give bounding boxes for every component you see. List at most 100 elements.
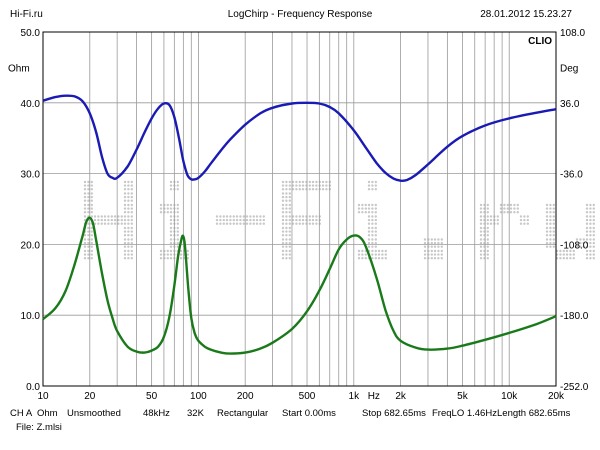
watermark-dot bbox=[552, 203, 555, 207]
watermark-dot bbox=[589, 211, 592, 214]
watermark-dot bbox=[285, 230, 288, 233]
y-left-tick-label: 30.0 bbox=[21, 170, 41, 181]
watermark-dot bbox=[367, 226, 371, 230]
watermark-dot bbox=[308, 222, 311, 225]
watermark-dot bbox=[364, 207, 367, 210]
watermark-dot bbox=[585, 245, 589, 248]
watermark-dot bbox=[235, 222, 239, 225]
watermark-dot bbox=[509, 211, 513, 214]
watermark-dot bbox=[523, 222, 526, 225]
watermark-dot bbox=[281, 249, 285, 253]
watermark-dot bbox=[127, 211, 130, 214]
watermark-dot bbox=[565, 253, 569, 256]
watermark-dot bbox=[90, 192, 94, 195]
x-unit-label: Hz bbox=[368, 391, 380, 402]
watermark-dot bbox=[123, 211, 127, 214]
watermark-dot bbox=[100, 222, 104, 225]
watermark-dot bbox=[592, 238, 595, 241]
watermark-dot bbox=[123, 199, 127, 202]
watermark-dot bbox=[93, 215, 97, 218]
watermark-dot bbox=[87, 241, 90, 245]
watermark-dot bbox=[176, 188, 179, 191]
watermark-dot bbox=[123, 238, 127, 241]
watermark-dot bbox=[288, 253, 291, 256]
watermark-dot bbox=[430, 257, 433, 260]
watermark-dot bbox=[371, 215, 374, 218]
watermark-dot bbox=[169, 238, 173, 241]
watermark-dot bbox=[281, 245, 285, 248]
watermark-dot bbox=[285, 249, 288, 253]
watermark-dot bbox=[100, 218, 104, 222]
y-left-tick-label: 0.0 bbox=[26, 382, 40, 393]
watermark-dot bbox=[90, 245, 94, 248]
watermark-dot bbox=[545, 245, 549, 248]
watermark-dot bbox=[592, 218, 595, 222]
watermark-dot bbox=[239, 218, 242, 222]
watermark-dot bbox=[315, 180, 318, 184]
watermark-dot bbox=[371, 234, 374, 237]
watermark-dot bbox=[123, 180, 127, 184]
watermark-dot bbox=[552, 215, 555, 218]
watermark-dot bbox=[377, 257, 381, 260]
watermark-dot bbox=[582, 238, 585, 241]
y-left-tick-label: 50.0 bbox=[21, 28, 41, 39]
watermark-dot bbox=[285, 184, 288, 187]
watermark-dot bbox=[219, 215, 222, 218]
watermark-dot bbox=[93, 218, 97, 222]
watermark-dot bbox=[87, 211, 90, 214]
watermark-dot bbox=[572, 257, 575, 260]
watermark-dot bbox=[159, 253, 163, 256]
watermark-dot bbox=[572, 249, 575, 253]
watermark-dot bbox=[486, 207, 489, 210]
watermark-dot bbox=[255, 218, 259, 222]
watermark-dot bbox=[433, 257, 437, 260]
watermark-dot bbox=[486, 226, 489, 230]
watermark-dot bbox=[374, 218, 377, 222]
watermark-dot bbox=[285, 241, 288, 245]
watermark-dot bbox=[301, 218, 305, 222]
watermark-dot bbox=[361, 203, 364, 207]
watermark-dot bbox=[166, 207, 169, 210]
watermark-dot bbox=[552, 245, 555, 248]
watermark-dot bbox=[123, 234, 127, 237]
watermark-dot bbox=[545, 226, 549, 230]
watermark-dot bbox=[87, 203, 90, 207]
watermark-dot bbox=[295, 222, 298, 225]
watermark-dot bbox=[288, 211, 291, 214]
watermark-dot bbox=[176, 226, 179, 230]
watermark-dot bbox=[357, 211, 361, 214]
watermark-dot bbox=[479, 215, 483, 218]
watermark-dot bbox=[83, 203, 87, 207]
watermark-dot bbox=[159, 257, 163, 260]
watermark-dot bbox=[245, 222, 249, 225]
watermark-dot bbox=[437, 249, 440, 253]
watermark-dot bbox=[367, 203, 371, 207]
watermark-dot bbox=[262, 218, 265, 222]
watermark-dot bbox=[325, 188, 328, 191]
watermark-dot bbox=[374, 245, 377, 248]
watermark-dot bbox=[374, 234, 377, 237]
watermark-dot bbox=[159, 211, 163, 214]
watermark-dot bbox=[298, 218, 301, 222]
watermark-dot bbox=[186, 253, 189, 256]
watermark-dot bbox=[430, 253, 433, 256]
watermark-dot bbox=[291, 218, 295, 222]
y-right-unit-label: Deg bbox=[560, 63, 578, 74]
watermark-dot bbox=[572, 253, 575, 256]
watermark-dot bbox=[486, 203, 489, 207]
watermark-dot bbox=[127, 203, 130, 207]
watermark-dot bbox=[130, 184, 133, 187]
watermark-dot bbox=[364, 253, 367, 256]
watermark-dot bbox=[130, 222, 133, 225]
watermark-dot bbox=[288, 199, 291, 202]
watermark-dot bbox=[113, 218, 117, 222]
watermark-dot bbox=[298, 184, 301, 187]
watermark-dot bbox=[176, 180, 179, 184]
watermark-dot bbox=[130, 253, 133, 256]
watermark-dot bbox=[97, 218, 100, 222]
watermark-dot bbox=[496, 222, 499, 225]
watermark-dot bbox=[430, 238, 433, 241]
watermark-dot bbox=[87, 192, 90, 195]
watermark-dot bbox=[107, 222, 110, 225]
watermark-dot bbox=[123, 218, 127, 222]
